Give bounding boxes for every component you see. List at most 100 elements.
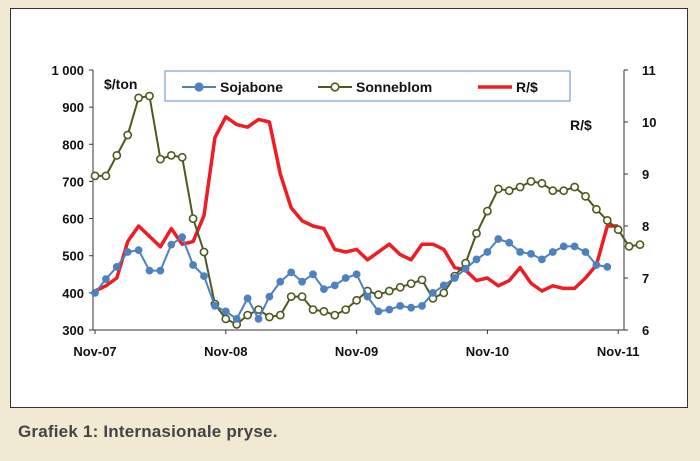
series-line [94, 115, 619, 293]
data-point [341, 274, 350, 282]
data-point [396, 302, 405, 310]
legend-label: Sojabone [220, 79, 283, 95]
data-point [592, 261, 601, 269]
left-tick-label: 800 [62, 137, 84, 152]
data-point [243, 294, 252, 303]
data-point [189, 261, 198, 269]
right-tick-label: 10 [642, 115, 656, 130]
data-point [439, 288, 449, 298]
data-point [581, 191, 590, 201]
data-point [602, 215, 612, 225]
data-point [581, 248, 590, 256]
x-tick-label: Nov-09 [335, 344, 378, 359]
data-point [101, 171, 111, 181]
data-point [178, 233, 187, 242]
data-point [221, 314, 231, 324]
data-point [320, 285, 328, 294]
data-point [363, 292, 372, 301]
data-point [112, 263, 121, 271]
data-point [635, 240, 645, 249]
data-point [330, 310, 340, 320]
data-point [330, 281, 339, 290]
legend-item: Sojabone [182, 79, 283, 95]
series-sojabone [91, 233, 612, 323]
data-point [298, 277, 307, 286]
data-point [472, 255, 481, 264]
left-axis-unit: $/ton [104, 76, 137, 92]
data-point [613, 225, 623, 235]
data-point [374, 307, 383, 316]
legend-marker [330, 82, 340, 92]
data-point [352, 295, 361, 305]
data-point [624, 241, 634, 251]
data-point [134, 246, 143, 255]
x-tick-label: Nov-07 [73, 344, 116, 359]
data-point [102, 275, 110, 284]
data-point [188, 214, 198, 223]
data-point [112, 150, 122, 160]
data-point [297, 292, 307, 301]
left-tick-label: 1 000 [51, 63, 84, 78]
data-point [461, 264, 470, 273]
data-point [526, 176, 536, 186]
data-point [493, 184, 503, 194]
data-point [515, 182, 525, 192]
data-point [603, 263, 612, 271]
data-point [559, 186, 569, 196]
data-point [407, 303, 416, 312]
legend: Sojabone Sonneblom R/$ [164, 70, 571, 102]
data-point [123, 130, 133, 140]
data-point [264, 312, 274, 322]
data-point [395, 282, 405, 292]
data-point [504, 186, 514, 196]
data-point [145, 91, 154, 101]
left-tick-label: 400 [62, 286, 84, 301]
data-point [308, 305, 318, 314]
left-tick-label: 700 [62, 174, 84, 189]
data-point [276, 277, 285, 286]
series-sonneblom [90, 91, 645, 329]
data-point [287, 268, 296, 277]
data-point [570, 182, 579, 192]
data-point [177, 152, 187, 162]
right-tick-label: 7 [642, 271, 649, 286]
right-tick-label: 6 [642, 323, 649, 338]
data-point [417, 275, 427, 285]
data-point [505, 238, 514, 247]
data-point [134, 93, 143, 103]
left-tick-label: 500 [62, 249, 84, 264]
left-tick-label: 600 [62, 212, 84, 227]
data-point [384, 286, 394, 296]
data-point [559, 242, 568, 251]
data-point [548, 248, 557, 256]
left-tick-label: 900 [62, 100, 84, 115]
data-point [167, 240, 176, 249]
legend-label: R/$ [516, 79, 538, 95]
data-point [482, 206, 492, 216]
data-point [418, 302, 426, 310]
figure-caption: Grafiek 1: Internasionale pryse. [18, 422, 278, 441]
data-point [548, 186, 558, 196]
data-point [200, 272, 208, 281]
legend-label: Sonneblom [356, 79, 432, 95]
data-point [352, 270, 361, 279]
x-tick-label: Nov-08 [204, 344, 247, 359]
data-point [123, 248, 132, 256]
data-point [450, 274, 459, 282]
data-point [156, 266, 165, 275]
data-point [537, 178, 547, 188]
data-point [494, 235, 503, 243]
data-point [232, 315, 241, 323]
data-point [592, 204, 601, 214]
x-tick-label: Nov-11 [597, 344, 640, 359]
data-point [145, 266, 154, 275]
data-point [373, 290, 383, 300]
data-point [265, 292, 274, 301]
data-point [406, 279, 416, 288]
data-point [538, 255, 546, 264]
legend-marker [194, 82, 204, 92]
data-point [319, 306, 329, 316]
x-tick-label: Nov-10 [466, 344, 509, 359]
data-point [570, 242, 579, 251]
